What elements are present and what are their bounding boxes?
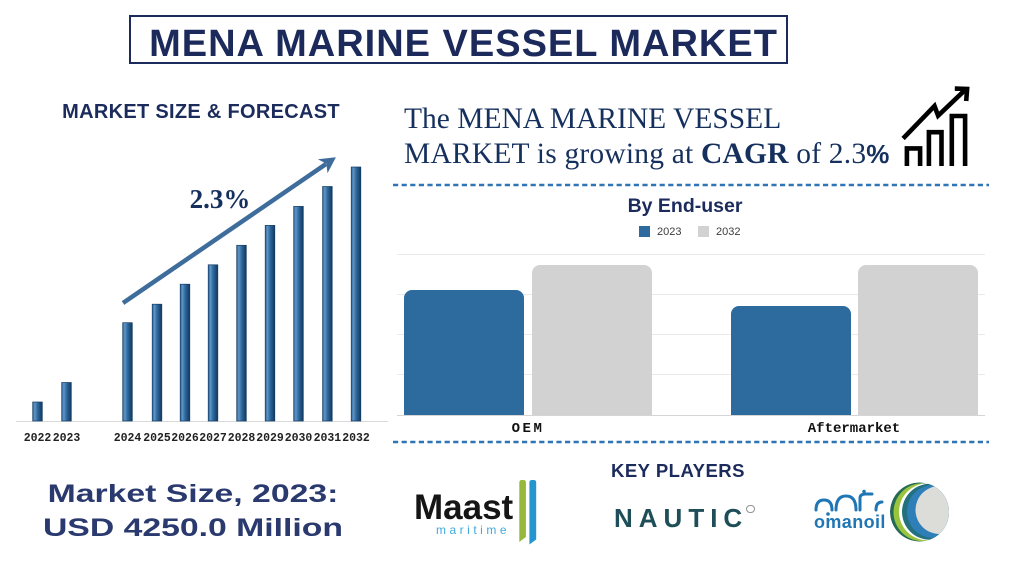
svg-text:2023: 2023 [53,432,81,445]
svg-text:2022: 2022 [24,432,52,445]
svg-text:2029: 2029 [256,432,284,445]
svg-text:2032: 2032 [342,432,370,445]
svg-text:2028: 2028 [228,432,256,445]
svg-text:2031: 2031 [314,432,342,445]
svg-text:2026: 2026 [171,432,199,445]
svg-text:2.3%: 2.3% [190,184,251,214]
svg-text:2027: 2027 [199,432,227,445]
svg-text:2030: 2030 [285,432,313,445]
svg-text:2025: 2025 [143,432,171,445]
svg-text:2024: 2024 [114,432,142,445]
svg-text:omanoil: omanoil [814,512,886,532]
